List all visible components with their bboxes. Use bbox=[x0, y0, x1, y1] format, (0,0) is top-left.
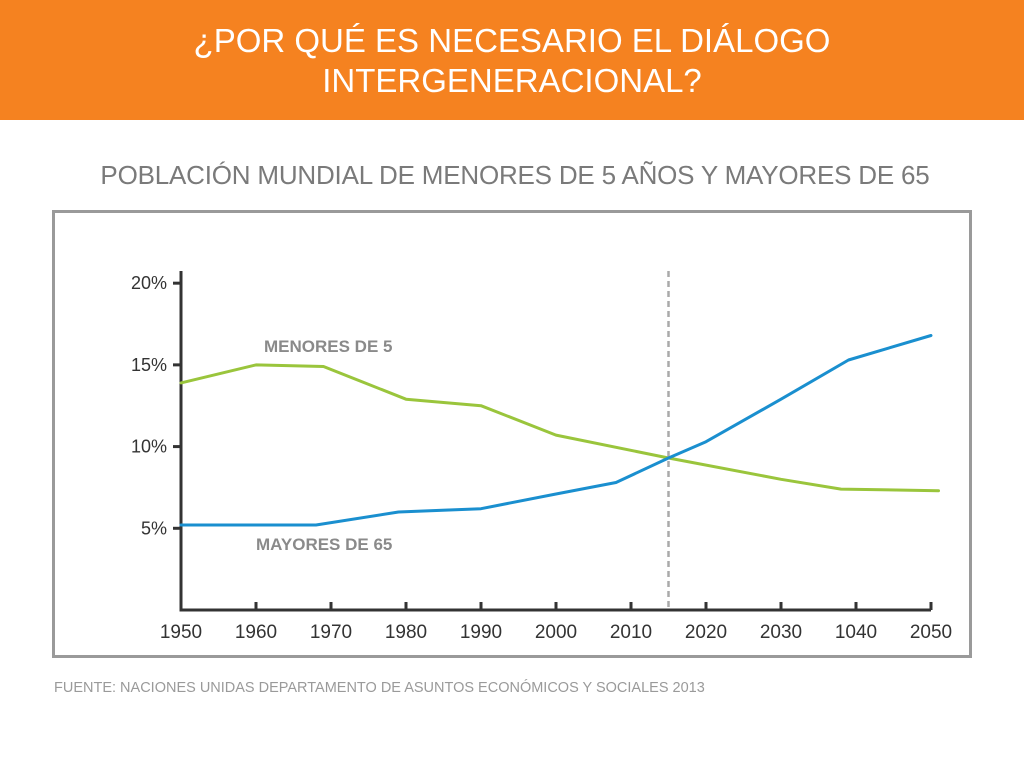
series-label-mayores: MAYORES DE 65 bbox=[256, 535, 392, 554]
x-tick-label: 1950 bbox=[160, 622, 202, 643]
series-label-menores: MENORES DE 5 bbox=[264, 337, 392, 356]
x-tick-label: 1990 bbox=[460, 622, 502, 643]
y-tick-label: 10% bbox=[131, 437, 167, 457]
y-tick-label: 20% bbox=[131, 273, 167, 293]
header-bar: ¿POR QUÉ ES NECESARIO EL DIÁLOGO INTERGE… bbox=[0, 0, 1024, 120]
x-tick-label: 2000 bbox=[535, 622, 577, 643]
chart-frame: 5% 10% 15% 20% 1950 1960 1970 1980 1990 2000 2010 2… bbox=[52, 210, 972, 658]
source-note: FUENTE: NACIONES UNIDAS DEPARTAMENTO DE … bbox=[54, 680, 705, 696]
x-tick-label: 2010 bbox=[610, 622, 652, 643]
x-tick-label: 2050 bbox=[910, 622, 952, 643]
page-title: ¿POR QUÉ ES NECESARIO EL DIÁLOGO INTERGE… bbox=[193, 22, 831, 99]
x-tick-label: 2030 bbox=[760, 622, 802, 643]
y-tick-label: 5% bbox=[141, 518, 167, 538]
x-tick-label: 1960 bbox=[235, 622, 277, 643]
series-line-menores bbox=[179, 363, 940, 493]
x-tick-label: 1970 bbox=[310, 622, 352, 643]
y-tick-label: 15% bbox=[131, 355, 167, 375]
x-tick-label: 1040 bbox=[835, 622, 877, 643]
x-tick-label: 1980 bbox=[385, 622, 427, 643]
x-tick-label: 2020 bbox=[685, 622, 727, 643]
series-line-mayores bbox=[179, 334, 933, 527]
chart-title: POBLACIÓN MUNDIAL DE MENORES DE 5 AÑOS Y… bbox=[100, 160, 930, 190]
line-chart: 5% 10% 15% 20% 1950 1960 1970 1980 1990 2000 2010 2… bbox=[131, 271, 952, 643]
